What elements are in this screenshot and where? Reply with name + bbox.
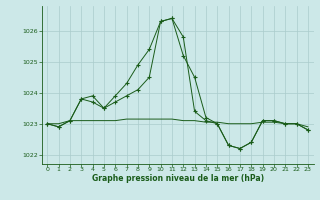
X-axis label: Graphe pression niveau de la mer (hPa): Graphe pression niveau de la mer (hPa) — [92, 174, 264, 183]
